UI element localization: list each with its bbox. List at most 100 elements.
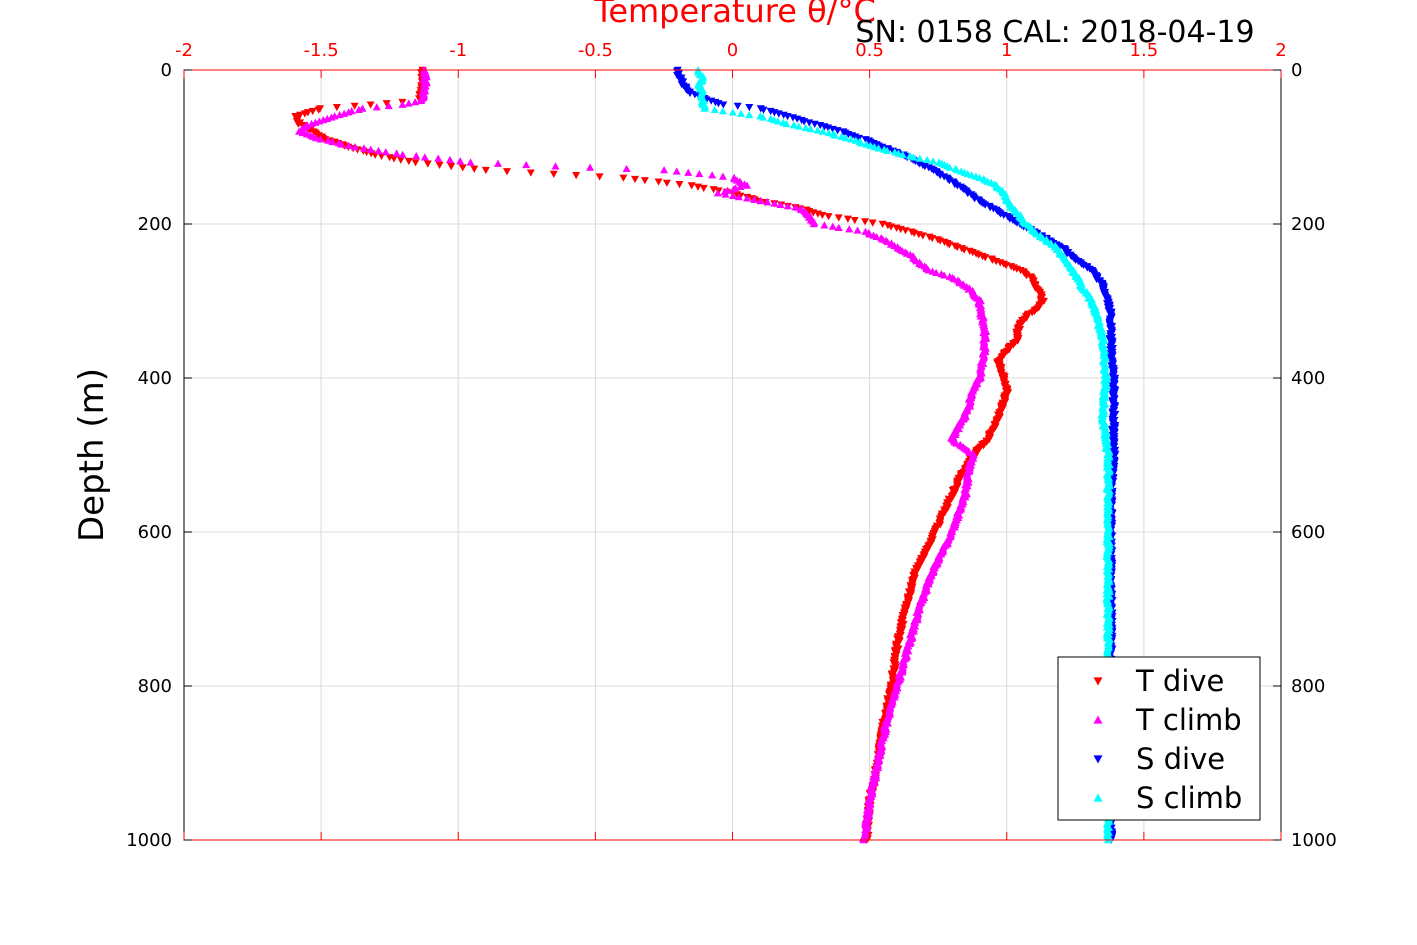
data-point: [435, 161, 444, 169]
series-s-climb: [694, 66, 1114, 844]
data-point: [350, 102, 359, 110]
data-point: [763, 198, 772, 206]
data-point: [423, 160, 432, 168]
data-point: [729, 185, 738, 193]
data-point: [350, 143, 359, 151]
data-point: [411, 98, 420, 106]
data-point: [314, 106, 323, 114]
data-point: [813, 126, 822, 134]
y-tick-label-right: 1000: [1291, 830, 1337, 851]
data-point: [847, 135, 856, 143]
data-point: [344, 108, 353, 116]
x-tick-label: 1.5: [1130, 40, 1159, 61]
data-point: [526, 169, 535, 177]
legend: T dive T climb S dive S climb: [1057, 656, 1261, 821]
data-point: [736, 182, 745, 190]
data-point: [654, 178, 663, 186]
data-point: [932, 268, 941, 276]
data-point: [794, 122, 803, 130]
chart-title: SN: 0158 CAL: 2018-04-19: [855, 15, 1254, 50]
data-point: [494, 159, 503, 167]
data-point: [824, 128, 833, 137]
data-point: [420, 153, 429, 161]
data-point: [307, 119, 316, 128]
legend-marker: [1093, 793, 1103, 802]
y-axis-label: Depth (m): [72, 368, 112, 542]
data-point: [470, 165, 479, 173]
data-point: [929, 157, 938, 165]
data-point: [404, 99, 413, 107]
data-point: [332, 104, 341, 112]
data-point: [818, 127, 827, 135]
data-point: [366, 145, 375, 153]
legend-marker: [1093, 755, 1103, 764]
data-point: [750, 195, 759, 203]
data-point: [366, 101, 375, 109]
y-tick-label-right: 800: [1291, 676, 1325, 697]
y-tick-label-left: 200: [138, 214, 172, 235]
data-point: [374, 146, 383, 155]
data-point: [458, 164, 467, 172]
data-point: [729, 191, 738, 199]
data-point: [335, 110, 344, 119]
data-point: [675, 181, 684, 189]
data-point: [901, 227, 910, 235]
data-point: [783, 202, 792, 210]
y-tick-label-left: 600: [138, 522, 172, 543]
legend-marker: [1093, 677, 1103, 686]
data-point: [721, 190, 730, 198]
data-point: [311, 134, 320, 142]
data-point: [456, 157, 465, 165]
y-tick-label-left: 800: [138, 676, 172, 697]
data-point: [586, 163, 595, 171]
data-point: [412, 151, 421, 160]
data-point: [872, 232, 881, 241]
data-point: [834, 223, 843, 232]
data-point: [743, 194, 752, 202]
data-point: [718, 107, 727, 115]
data-point: [372, 103, 381, 111]
data-point: [736, 109, 745, 117]
data-point: [857, 139, 866, 147]
data-point: [734, 193, 743, 201]
y-tick-label-right: 600: [1291, 522, 1325, 543]
data-point: [502, 168, 511, 176]
data-point: [411, 159, 420, 167]
data-point: [316, 135, 325, 143]
x-tick-label: -2: [175, 40, 193, 61]
data-point: [434, 154, 443, 162]
y-tick-label-right: 400: [1291, 368, 1325, 389]
data-point: [466, 158, 475, 166]
data-point: [404, 157, 413, 166]
plot-data: [291, 66, 1120, 844]
data-point: [828, 222, 837, 230]
data-point: [898, 150, 907, 158]
x-tick-label: -1: [449, 40, 467, 61]
data-point: [868, 219, 877, 227]
legend-marker: [1093, 715, 1103, 724]
data-point: [481, 166, 490, 175]
data-point: [850, 216, 859, 225]
data-point: [728, 108, 737, 116]
data-point: [967, 171, 976, 179]
data-point: [551, 162, 560, 170]
data-point: [595, 173, 604, 181]
y-tick-label-right: 200: [1291, 214, 1325, 235]
data-point: [770, 199, 779, 207]
data-point: [713, 189, 722, 197]
x-tick-label: -1.5: [304, 40, 339, 61]
data-point: [337, 140, 346, 148]
data-point: [831, 131, 840, 139]
data-point: [789, 121, 798, 129]
data-point: [417, 96, 426, 104]
y-tick-label-left: 1000: [126, 830, 172, 851]
x-tick-label: 0: [727, 40, 738, 61]
data-point: [396, 156, 405, 164]
legend-label: T climb: [1135, 703, 1242, 737]
data-point: [699, 184, 708, 193]
data-point: [344, 141, 353, 149]
data-point: [809, 220, 818, 228]
y-tick-label-right: 0: [1291, 60, 1302, 81]
data-point: [782, 119, 791, 128]
data-point: [745, 104, 754, 112]
